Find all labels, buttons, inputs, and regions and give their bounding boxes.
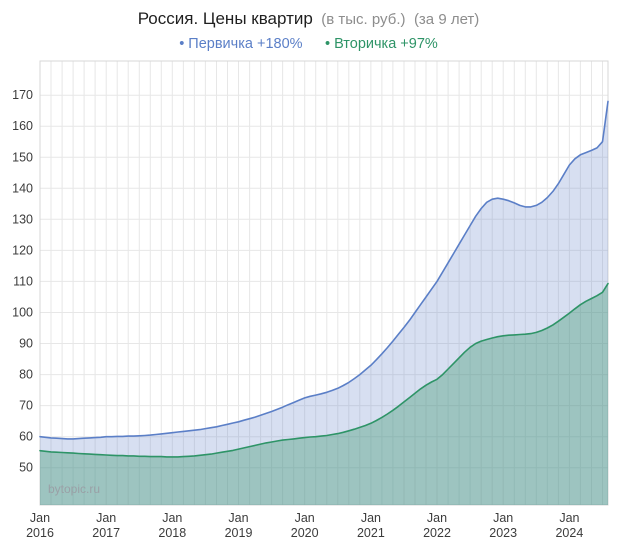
chart-title-units: (в тыс. руб.)	[321, 11, 406, 28]
svg-text:90: 90	[19, 337, 33, 351]
svg-text:Jan: Jan	[96, 511, 116, 525]
price-chart-svg: 5060708090100110120130140150160170Jan201…	[12, 60, 609, 540]
chart-title-period: (за 9 лет)	[413, 11, 480, 28]
area-series-0	[40, 101, 608, 506]
svg-text:150: 150	[12, 150, 33, 164]
svg-text:2020: 2020	[291, 526, 319, 540]
svg-text:Jan: Jan	[30, 511, 50, 525]
chart-header: Россия. Цены квартир (в тыс. руб.) (за 9…	[0, 0, 617, 53]
svg-text:2022: 2022	[423, 526, 451, 540]
chart-title-main: Россия. Цены квартир	[137, 9, 313, 28]
area-series-1	[40, 283, 608, 505]
chart-legend: • Первичка +180% • Вторичка +97%	[0, 35, 617, 53]
svg-text:60: 60	[19, 430, 33, 444]
svg-text:2024: 2024	[555, 526, 583, 540]
svg-text:Jan: Jan	[493, 511, 513, 525]
svg-text:120: 120	[12, 243, 33, 257]
svg-text:Jan: Jan	[295, 511, 315, 525]
legend-pervichka: • Первичка +180%	[179, 36, 303, 52]
svg-text:170: 170	[12, 88, 33, 102]
chart-title: Россия. Цены квартир (в тыс. руб.) (за 9…	[0, 9, 617, 29]
svg-text:Jan: Jan	[427, 511, 447, 525]
svg-text:2019: 2019	[225, 526, 253, 540]
svg-text:2017: 2017	[92, 526, 120, 540]
svg-text:2021: 2021	[357, 526, 385, 540]
svg-text:Jan: Jan	[361, 511, 381, 525]
svg-text:2016: 2016	[26, 526, 54, 540]
svg-text:2023: 2023	[489, 526, 517, 540]
line-series-0	[39, 100, 609, 440]
svg-text:70: 70	[19, 399, 33, 413]
svg-text:Jan: Jan	[162, 511, 182, 525]
svg-text:110: 110	[13, 274, 33, 288]
line-series-1	[39, 282, 609, 458]
svg-text:100: 100	[12, 306, 33, 320]
svg-text:130: 130	[12, 212, 33, 226]
svg-text:140: 140	[12, 181, 33, 195]
svg-text:80: 80	[19, 368, 33, 382]
svg-text:160: 160	[12, 119, 33, 133]
watermark: bytopic.ru	[48, 482, 100, 496]
svg-text:50: 50	[19, 461, 33, 475]
x-axis-labels: Jan2016Jan2017Jan2018Jan2019Jan2020Jan20…	[26, 511, 583, 540]
y-axis-labels: 50 60 70 80 90 100 110 120 130 140 150 160 170	[12, 88, 33, 475]
svg-text:Jan: Jan	[559, 511, 579, 525]
svg-text:Jan: Jan	[228, 511, 248, 525]
plot-background	[40, 61, 608, 505]
gridlines	[39, 61, 608, 505]
legend-vtorichka: • Вторичка +97%	[324, 36, 438, 52]
svg-text:2018: 2018	[158, 526, 186, 540]
